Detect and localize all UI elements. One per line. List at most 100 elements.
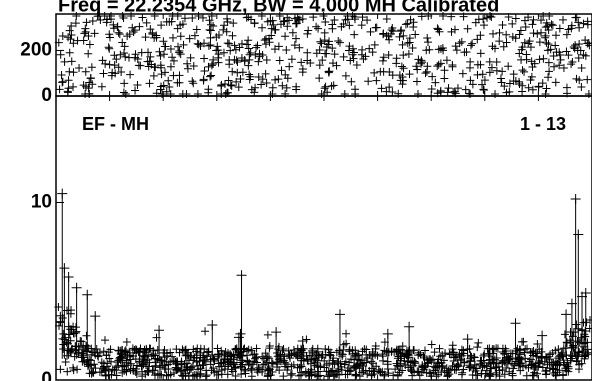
top-point <box>347 77 356 86</box>
top-point <box>261 69 270 78</box>
top-point <box>274 42 283 51</box>
top-point <box>522 50 531 59</box>
bottom-point <box>261 349 270 358</box>
bottom-point <box>202 371 211 380</box>
bottom-point <box>175 348 184 357</box>
bottom-point <box>478 363 487 372</box>
top-point <box>528 85 537 94</box>
bottom-point <box>502 364 511 373</box>
bottom-point <box>171 363 180 372</box>
top-point <box>476 49 485 58</box>
top-point <box>583 20 592 29</box>
top-point <box>384 32 393 41</box>
bottom-point <box>398 349 407 358</box>
bottom-point <box>337 365 346 374</box>
bottom-point <box>252 353 261 362</box>
top-point <box>581 36 590 45</box>
bottom-point <box>456 356 465 365</box>
bottom-point <box>358 347 367 356</box>
top-point <box>322 49 331 58</box>
top-point <box>207 12 216 20</box>
bottom-point <box>324 367 333 376</box>
bottom-spike-point <box>71 282 82 293</box>
bottom-point <box>370 367 379 376</box>
bottom-point <box>82 331 91 340</box>
top-point <box>518 81 527 90</box>
bottom-point <box>500 370 509 379</box>
bottom-point <box>485 369 494 378</box>
bottom-point <box>279 345 288 354</box>
bottom-spike-point <box>404 321 415 332</box>
top-point <box>341 15 350 24</box>
bottom-point <box>368 352 377 361</box>
top-point <box>344 46 353 55</box>
bottom-point <box>201 372 210 381</box>
top-point <box>85 40 94 49</box>
top-point <box>412 62 421 71</box>
bottom-point <box>210 355 219 364</box>
top-point <box>252 43 261 52</box>
top-point <box>529 15 538 24</box>
top-point <box>306 59 315 68</box>
top-point <box>495 37 504 46</box>
top-point <box>194 12 203 20</box>
top-point <box>209 21 218 30</box>
bottom-point <box>341 370 350 379</box>
top-point <box>478 70 487 79</box>
bottom-spike-point <box>537 330 548 341</box>
top-point <box>551 41 560 50</box>
top-point <box>283 74 292 83</box>
bottom-point <box>143 366 152 375</box>
bottom-point <box>336 359 345 368</box>
bottom-point <box>556 358 565 367</box>
top-point <box>146 52 155 61</box>
bottom-point <box>217 359 226 368</box>
bottom-point <box>145 358 154 367</box>
top-point <box>320 36 329 45</box>
top-point <box>189 79 198 88</box>
top-point <box>466 57 475 66</box>
top-point <box>449 88 458 97</box>
top-point <box>460 48 469 57</box>
top-point <box>414 55 423 64</box>
bottom-point <box>460 358 469 367</box>
bottom-spike-point <box>570 193 581 204</box>
top-point <box>392 54 401 63</box>
top-point <box>157 70 166 79</box>
top-point <box>492 57 501 66</box>
top-point <box>67 30 76 39</box>
bottom-point <box>192 370 201 379</box>
bottom-point <box>498 365 507 374</box>
top-point <box>175 48 184 57</box>
bottom-point <box>85 369 94 378</box>
bottom-point <box>129 351 138 360</box>
top-point <box>113 22 122 31</box>
top-point <box>473 35 482 44</box>
top-point <box>395 32 404 41</box>
top-point <box>221 90 230 98</box>
bottom-point <box>162 371 171 380</box>
top-point <box>447 27 456 36</box>
top-point <box>337 22 346 31</box>
top-point <box>411 30 420 39</box>
top-point <box>452 46 461 55</box>
top-point <box>576 46 585 55</box>
top-point <box>466 76 475 85</box>
top-point <box>538 79 547 88</box>
bottom-point <box>289 346 298 355</box>
top-point <box>174 42 183 51</box>
bottom-point <box>241 369 250 378</box>
top-point <box>399 51 408 60</box>
bottom-point <box>329 354 338 363</box>
top-point <box>80 29 89 38</box>
bottom-point <box>97 358 106 367</box>
bottom-point <box>563 358 572 367</box>
top-point <box>159 37 168 46</box>
bottom-point <box>72 323 81 332</box>
bottom-point <box>411 358 420 367</box>
bottom-point <box>229 350 238 359</box>
bottom-point <box>242 346 251 355</box>
bottom-point <box>510 361 519 370</box>
top-point <box>541 31 550 40</box>
top-point <box>86 74 95 83</box>
